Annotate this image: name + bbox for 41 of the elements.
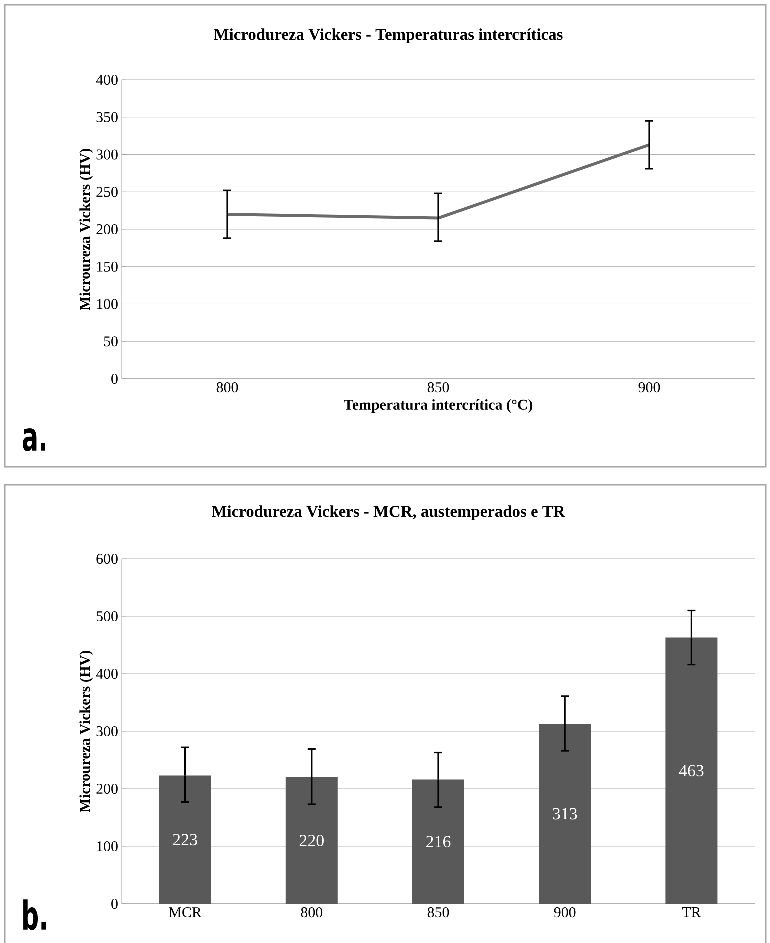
chart-title: Microdureza Vickers - MCR, austemperados e TR: [212, 506, 566, 520]
x-tick-label: MCR: [169, 908, 202, 918]
text: b.: [24, 900, 46, 930]
y-axis-title: Microureza Vickers (HV): [80, 148, 94, 310]
y-tick-label: 200: [96, 224, 118, 235]
text: a.: [23, 428, 46, 452]
y-tick-label: 350: [96, 112, 118, 122]
y-tick-label: 400: [96, 668, 118, 680]
y-tick-label: 400: [96, 74, 118, 86]
chart-title: Microdureza Vickers - Temperaturas intercríticas: [214, 28, 563, 44]
y-tick-label: 300: [96, 150, 118, 160]
y-tick-label: 250: [96, 187, 118, 198]
bar: [666, 638, 718, 904]
data-label: 223: [173, 834, 198, 846]
y-tick-label: 50: [104, 336, 118, 347]
bar: [286, 777, 338, 904]
y-tick-label: 500: [96, 611, 118, 622]
bar: [159, 776, 212, 904]
x-tick-label: TR: [682, 908, 702, 918]
y-tick-label: 100: [97, 841, 118, 852]
data-label: 216: [426, 836, 451, 848]
y-tick-label: 300: [96, 726, 118, 737]
bar: [412, 780, 464, 904]
y-tick-label: 200: [96, 784, 118, 794]
y-tick-label: 600: [96, 554, 118, 564]
x-tick-label: 850: [428, 382, 450, 393]
bar: [539, 724, 592, 904]
data-label: 313: [553, 808, 578, 820]
data-label: 463: [679, 765, 704, 777]
data-label: 220: [300, 835, 324, 846]
x-tick-label: 900: [638, 382, 660, 393]
x-axis-title: Temperatura intercrítica (°C): [344, 399, 533, 414]
y-tick-label: 100: [97, 299, 118, 310]
x-tick-label: 900: [554, 908, 576, 918]
y-tick-label: 0: [112, 374, 118, 384]
y-tick-label: 0: [112, 898, 118, 910]
x-tick-label: 800: [216, 382, 238, 393]
x-tick-label: 850: [428, 908, 450, 918]
x-tick-label: 800: [301, 908, 323, 918]
y-axis-title: Microureza Vickers (HV): [80, 650, 94, 812]
y-tick-label: 150: [97, 262, 118, 272]
